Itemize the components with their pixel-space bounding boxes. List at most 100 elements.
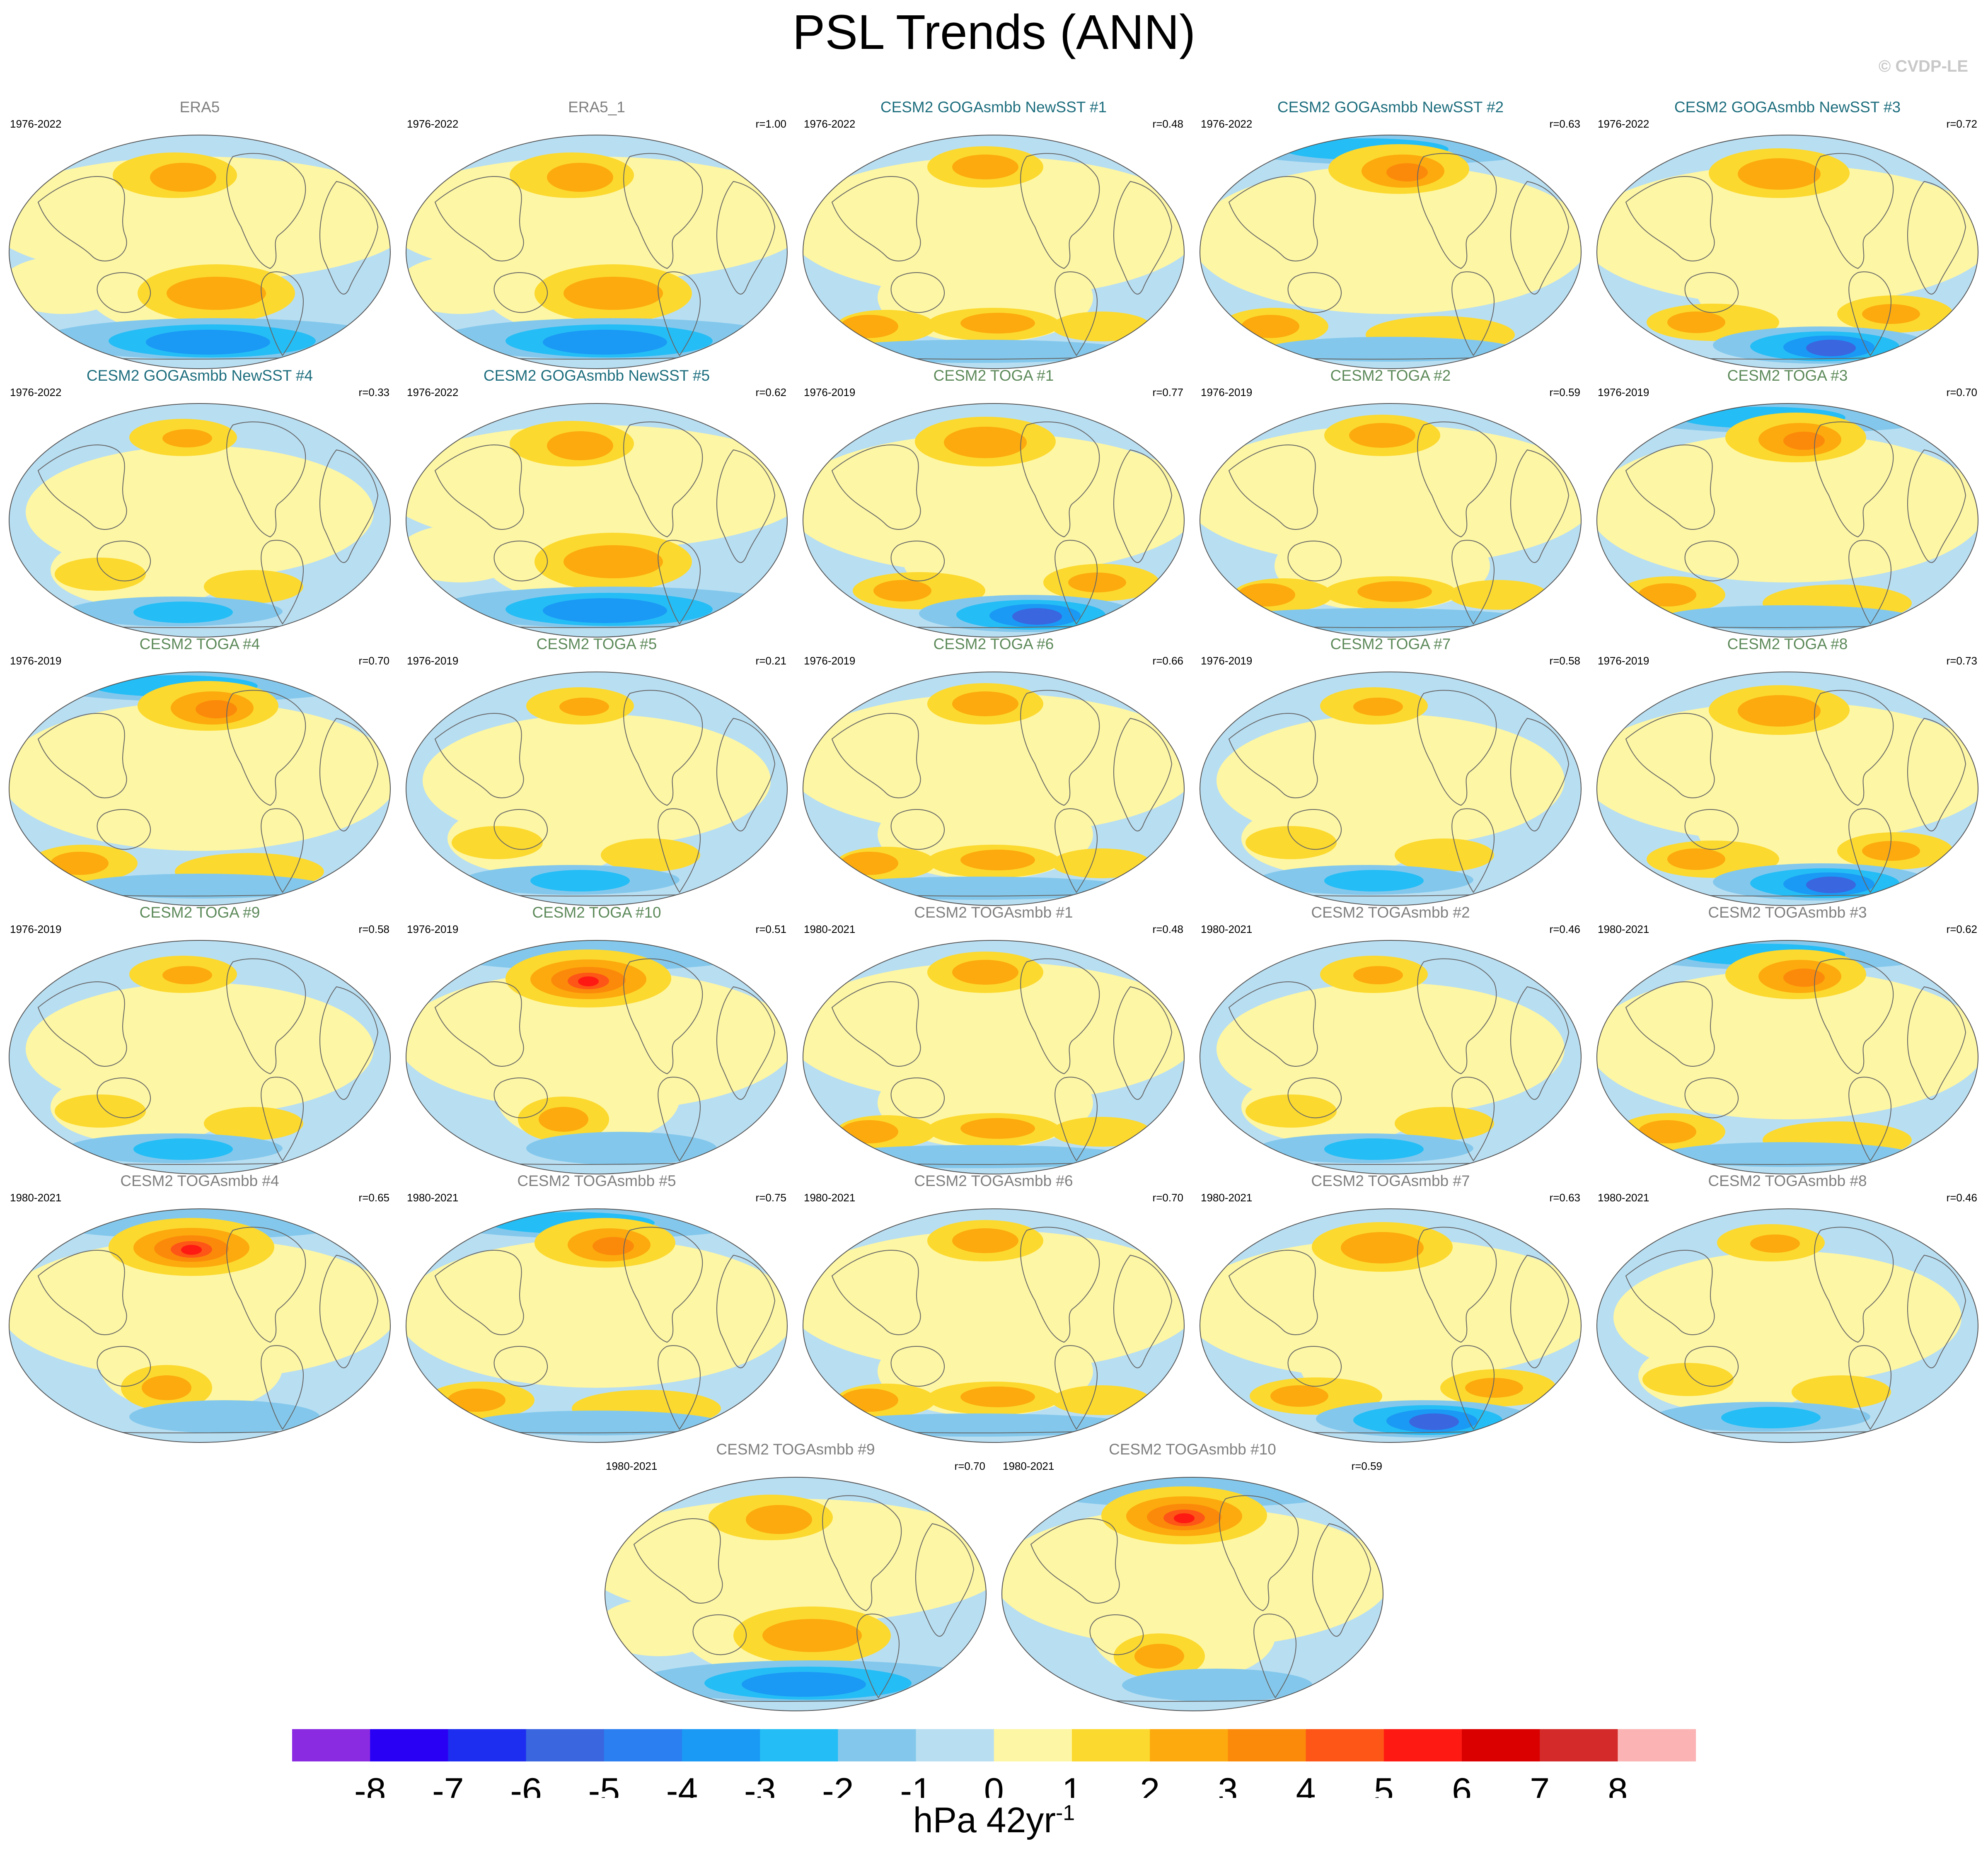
colorbar-swatch [916,1729,994,1761]
panel-period: 1976-2022 [407,386,459,399]
coastline [1625,1250,1715,1335]
panel-correlation: r=0.59 [1351,1460,1382,1472]
map-panel: CESM2 TOGA #7 1976-2019 r=0.58 [1195,635,1586,906]
coastline [1417,690,1497,806]
panel-period: 1980-2021 [606,1460,658,1472]
panel-correlation: r=0.51 [755,923,786,935]
coastline [1054,271,1098,356]
trend-contour [1349,423,1415,448]
panel-period: 1976-2022 [1201,118,1253,130]
trend-contour [746,1505,812,1534]
coastline [1451,808,1495,893]
colorbar-swatch [1072,1729,1150,1761]
colorbar-tick-label: 5 [1374,1771,1394,1798]
coastline [493,1077,548,1119]
panel-title: CESM2 TOGA #3 [1727,367,1848,384]
trend-contour [9,702,390,851]
map-panel: CESM2 TOGA #9 1976-2019 r=0.58 [4,904,395,1174]
coastline [1625,713,1715,798]
panel-correlation: r=0.48 [1152,118,1183,130]
panel-period: 1976-2019 [10,923,62,935]
coastline [658,1345,701,1430]
coastline [319,1254,379,1368]
panel-correlation: r=0.58 [1549,655,1580,667]
coastline [434,445,524,530]
coastline [1814,1227,1894,1343]
trend-contour [406,1239,787,1388]
trend-contour [762,1619,862,1652]
map-panel: CESM2 TOGA #3 1976-2019 r=0.70 [1592,367,1983,638]
coastline [1287,272,1342,313]
trend-contour [75,874,324,899]
coastline [831,981,921,1067]
trend-contour [1862,841,1920,861]
coastline [1814,690,1894,806]
coastline [822,1495,902,1611]
colorbar-swatch [760,1729,838,1761]
panel-title: CESM2 TOGAsmbb #2 [1311,904,1470,921]
watermark: © CVDP-LE [1878,57,1968,75]
trend-contour [1638,1120,1696,1143]
panel-title: ERA5_1 [568,99,625,116]
coastline [226,153,306,269]
coastline [623,421,703,538]
panel-correlation: r=0.46 [1549,923,1580,935]
map-outline [605,1477,987,1711]
map-panel: CESM2 GOGAsmbb NewSST #5 1976-2022 r=0.62 [401,367,792,638]
map-outline [803,403,1185,638]
trend-contour [601,838,700,872]
map-outline [1200,403,1582,638]
panel-period: 1980-2021 [1201,923,1253,935]
map-outline [1596,672,1978,906]
trend-contour [840,1120,898,1143]
coastline [1451,540,1495,625]
panel-period: 1976-2019 [1201,386,1253,399]
colorbar-tick-label: -6 [510,1771,542,1798]
map-outline [1001,1477,1383,1711]
map-svg [1200,403,1582,638]
panel-period: 1976-2019 [407,923,459,935]
trend-contour [803,157,1184,297]
trend-contour [1395,838,1494,872]
trend-contour [1642,1363,1734,1396]
trend-contour [1324,1138,1424,1160]
map-outline [406,672,788,906]
panel-title: CESM2 TOGA #8 [1727,635,1848,652]
coastline [1228,445,1318,530]
colorbar-swatch [1306,1729,1384,1761]
colorbar-swatch [526,1729,605,1761]
panel-period: 1980-2021 [1201,1191,1253,1204]
trend-contour [1237,583,1295,606]
map-svg [605,1477,987,1711]
panel-correlation: r=0.73 [1946,655,1977,667]
map-panel: CESM2 TOGA #4 1976-2019 r=0.70 [4,635,395,906]
map-panel: CESM2 TOGAsmbb #1 1980-2021 r=0.48 [798,904,1189,1174]
map-panel: CESM2 TOGAsmbb #8 1980-2021 r=0.46 [1592,1172,1983,1443]
coastline [1848,540,1892,625]
panel-title: ERA5 [179,99,220,116]
coastline [623,1227,703,1343]
panel-correlation: r=0.65 [358,1191,389,1204]
coastline [493,809,548,850]
panel-period: 1976-2022 [10,386,62,399]
coastline [1684,272,1739,313]
map-svg [1596,672,1978,906]
coastline [1219,1495,1299,1611]
trend-contour [1750,1234,1800,1253]
coastline [493,272,548,313]
colorbar-tick-label: -4 [666,1771,698,1798]
panel-period: 1976-2022 [407,118,459,130]
map-svg [1200,672,1582,906]
panel-correlation: r=0.63 [1549,1191,1580,1204]
colorbar-tick-label: -3 [744,1771,776,1798]
panel-correlation: r=0.63 [1549,118,1580,130]
coastline [1312,1523,1371,1637]
coastline [890,809,945,850]
map-outline [9,1208,391,1443]
coastline [831,713,921,798]
trend-contour [1862,304,1920,324]
trend-contour [1052,1117,1151,1147]
panel-title: CESM2 TOGAsmbb #4 [120,1172,279,1189]
coastline [1287,1077,1342,1119]
coastline [1451,1345,1495,1430]
